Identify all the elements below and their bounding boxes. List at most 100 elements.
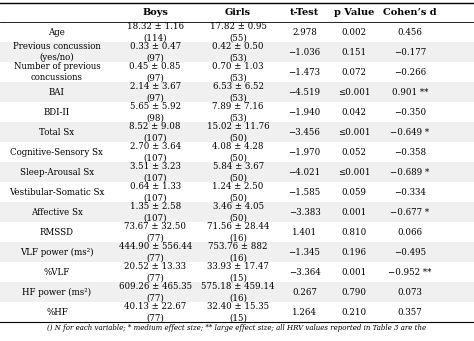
- Text: 0.072: 0.072: [342, 68, 367, 77]
- Text: −0.358: −0.358: [394, 148, 426, 157]
- Text: −0.689 *: −0.689 *: [391, 168, 429, 177]
- Text: %HF: %HF: [46, 308, 68, 317]
- Text: −4.519: −4.519: [289, 88, 320, 97]
- Text: 0.33 ± 0.47
(97): 0.33 ± 0.47 (97): [130, 42, 181, 62]
- Text: t-Test: t-Test: [290, 8, 319, 17]
- Text: Age: Age: [48, 28, 65, 37]
- Text: 3.51 ± 3.23
(107): 3.51 ± 3.23 (107): [130, 162, 181, 182]
- Text: 0.002: 0.002: [342, 28, 367, 37]
- Text: ≤0.001: ≤0.001: [338, 168, 371, 177]
- Text: p Value: p Value: [334, 8, 374, 17]
- Text: BDI-II: BDI-II: [44, 108, 70, 117]
- Text: ≤0.001: ≤0.001: [338, 128, 371, 137]
- Text: −1.036: −1.036: [289, 48, 320, 57]
- Text: −0.177: −0.177: [394, 48, 426, 57]
- Text: 753.76 ± 882
(16): 753.76 ± 882 (16): [209, 242, 268, 262]
- Text: 0.151: 0.151: [342, 48, 367, 57]
- Text: −1.940: −1.940: [288, 108, 321, 117]
- Bar: [0, 102, 474, 122]
- Text: 40.13 ± 22.67
(77): 40.13 ± 22.67 (77): [124, 302, 186, 322]
- Text: −1.970: −1.970: [288, 148, 321, 157]
- Text: %VLF: %VLF: [44, 268, 70, 277]
- Text: 20.52 ± 13.33
(77): 20.52 ± 13.33 (77): [124, 262, 186, 282]
- Text: −3.456: −3.456: [289, 128, 320, 137]
- Text: −0.952 **: −0.952 **: [388, 268, 432, 277]
- Text: 17.82 ± 0.95
(55): 17.82 ± 0.95 (55): [210, 22, 267, 42]
- Text: HF power (ms²): HF power (ms²): [22, 288, 91, 297]
- Text: Sleep-Arousal Sx: Sleep-Arousal Sx: [20, 168, 94, 177]
- Text: 0.210: 0.210: [342, 308, 367, 317]
- Bar: [0, 142, 474, 162]
- Text: 0.64 ± 1.33
(107): 0.64 ± 1.33 (107): [130, 182, 181, 202]
- Text: 32.40 ± 15.35
(15): 32.40 ± 15.35 (15): [207, 302, 269, 322]
- Text: −3.383: −3.383: [289, 208, 320, 217]
- Text: 0.066: 0.066: [398, 228, 422, 237]
- Text: Vestibular-Somatic Sx: Vestibular-Somatic Sx: [9, 188, 105, 197]
- Text: 0.901 **: 0.901 **: [392, 88, 428, 97]
- Bar: [0, 182, 474, 202]
- Text: 73.67 ± 32.50
(77): 73.67 ± 32.50 (77): [124, 222, 186, 242]
- Text: Affective Sx: Affective Sx: [31, 208, 83, 217]
- Text: Previous concussion
(yes/no): Previous concussion (yes/no): [13, 42, 101, 62]
- Bar: [0, 42, 474, 62]
- Bar: [0, 82, 474, 102]
- Text: 0.196: 0.196: [342, 248, 367, 257]
- Text: 1.401: 1.401: [292, 228, 317, 237]
- Text: 3.46 ± 4.05
(50): 3.46 ± 4.05 (50): [213, 202, 264, 222]
- Text: 15.02 ± 11.76
(50): 15.02 ± 11.76 (50): [207, 122, 270, 142]
- Text: VLF power (ms²): VLF power (ms²): [20, 248, 94, 257]
- Text: 1.264: 1.264: [292, 308, 317, 317]
- Text: −4.021: −4.021: [288, 168, 321, 177]
- Text: 0.001: 0.001: [342, 268, 367, 277]
- Text: 0.073: 0.073: [398, 288, 422, 297]
- Text: 18.32 ± 1.16
(114): 18.32 ± 1.16 (114): [127, 22, 184, 42]
- Text: Number of previous
concussions: Number of previous concussions: [13, 62, 100, 82]
- Text: () N for each variable; * medium effect size; ** large effect size; all HRV valu: () N for each variable; * medium effect …: [47, 324, 427, 332]
- Text: −1.585: −1.585: [288, 188, 321, 197]
- Bar: [0, 242, 474, 262]
- Text: 0.42 ± 0.50
(53): 0.42 ± 0.50 (53): [212, 42, 264, 62]
- Bar: [0, 122, 474, 142]
- Bar: [0, 162, 474, 182]
- Text: 0.052: 0.052: [342, 148, 367, 157]
- Text: 33.93 ± 17.47
(15): 33.93 ± 17.47 (15): [207, 262, 269, 282]
- Text: 7.89 ± 7.16
(53): 7.89 ± 7.16 (53): [212, 102, 264, 122]
- Text: −0.334: −0.334: [394, 188, 426, 197]
- Text: 0.810: 0.810: [342, 228, 367, 237]
- Text: 5.65 ± 5.92
(98): 5.65 ± 5.92 (98): [130, 102, 181, 122]
- Text: Total Sx: Total Sx: [39, 128, 74, 137]
- Text: −0.350: −0.350: [394, 108, 426, 117]
- Text: 0.357: 0.357: [398, 308, 422, 317]
- Bar: [0, 202, 474, 222]
- Bar: [0, 222, 474, 242]
- Text: 6.53 ± 6.52
(53): 6.53 ± 6.52 (53): [213, 82, 264, 102]
- Text: −1.473: −1.473: [289, 68, 320, 77]
- Bar: [0, 62, 474, 82]
- Text: Cognitive-Sensory Sx: Cognitive-Sensory Sx: [10, 148, 103, 157]
- Text: 0.059: 0.059: [342, 188, 367, 197]
- Text: −0.266: −0.266: [394, 68, 426, 77]
- Text: 1.35 ± 2.58
(107): 1.35 ± 2.58 (107): [129, 202, 181, 222]
- Text: 575.18 ± 459.14
(16): 575.18 ± 459.14 (16): [201, 282, 275, 302]
- Text: 5.84 ± 3.67
(50): 5.84 ± 3.67 (50): [213, 162, 264, 182]
- Text: −0.677 *: −0.677 *: [391, 208, 429, 217]
- Text: Boys: Boys: [142, 8, 168, 17]
- Text: Girls: Girls: [225, 8, 251, 17]
- Text: 0.042: 0.042: [342, 108, 367, 117]
- Text: 0.790: 0.790: [342, 288, 367, 297]
- Bar: [0, 22, 474, 42]
- Text: 2.14 ± 3.67
(97): 2.14 ± 3.67 (97): [130, 82, 181, 102]
- Text: RMSSD: RMSSD: [40, 228, 74, 237]
- Text: −0.649 *: −0.649 *: [391, 128, 429, 137]
- Text: 71.56 ± 28.44
(16): 71.56 ± 28.44 (16): [207, 222, 269, 242]
- Text: 0.001: 0.001: [342, 208, 367, 217]
- Text: Cohen’s d: Cohen’s d: [383, 8, 437, 17]
- Text: 8.52 ± 9.08
(107): 8.52 ± 9.08 (107): [129, 122, 181, 142]
- Bar: [0, 262, 474, 282]
- Text: 0.456: 0.456: [398, 28, 422, 37]
- Text: −0.495: −0.495: [394, 248, 426, 257]
- Text: −3.364: −3.364: [289, 268, 320, 277]
- Bar: [0, 302, 474, 322]
- Text: 2.978: 2.978: [292, 28, 317, 37]
- Text: BAI: BAI: [49, 88, 65, 97]
